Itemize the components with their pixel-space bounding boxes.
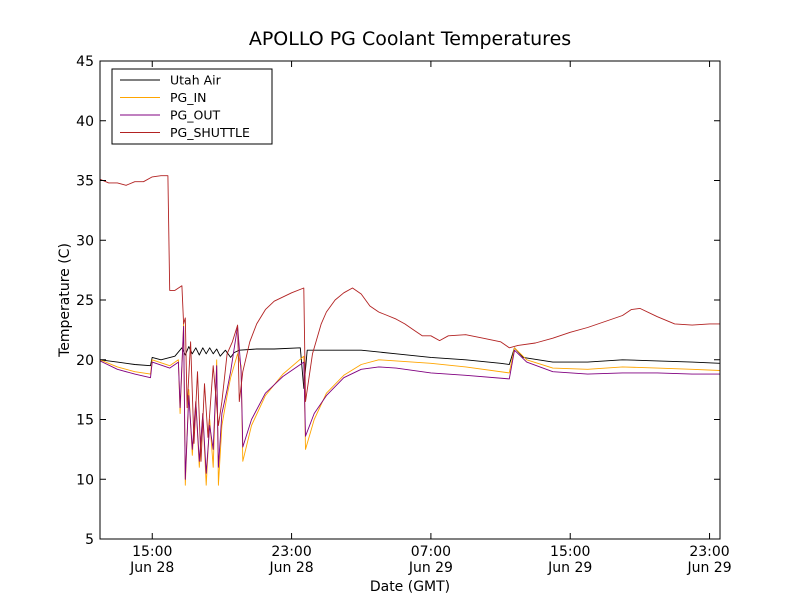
- legend-label: PG_SHUTTLE: [170, 125, 250, 140]
- y-tick-label: 15: [76, 413, 94, 429]
- legend-label: Utah Air: [170, 73, 222, 88]
- y-tick-label: 20: [76, 353, 94, 369]
- x-axis-label: Date (GMT): [370, 579, 450, 595]
- x-tick-date-label: Jun 28: [269, 560, 314, 576]
- y-tick-label: 45: [76, 54, 94, 70]
- y-tick-label: 10: [76, 472, 94, 488]
- y-tick-label: 5: [85, 532, 94, 548]
- x-tick-date-label: Jun 29: [547, 560, 592, 576]
- x-tick-time-label: 07:00: [411, 544, 451, 560]
- x-tick-date-label: Jun 28: [129, 560, 174, 576]
- y-tick-label: 35: [76, 174, 94, 190]
- x-tick-time-label: 15:00: [550, 544, 590, 560]
- series-layer: [100, 175, 720, 486]
- y-tick-label: 30: [76, 233, 94, 249]
- y-axis-label: Temperature (C): [57, 243, 73, 358]
- legend: Utah Air PG_IN PG_OUT PG_SHUTTLE: [111, 68, 273, 145]
- legend-box: [111, 68, 273, 145]
- x-tick-date-label: Jun 29: [408, 560, 453, 576]
- chart-title: APOLLO PG Coolant Temperatures: [249, 28, 571, 50]
- x-tick-date-label: Jun 29: [686, 560, 731, 576]
- y-tick-label: 25: [76, 293, 94, 309]
- series-line-pg-out: [100, 325, 720, 480]
- legend-label: PG_OUT: [170, 108, 220, 123]
- series-line-pg-shuttle: [100, 175, 720, 462]
- legend-label: PG_IN: [170, 90, 207, 105]
- plot-frame: [99, 60, 721, 540]
- y-tick-label: 40: [76, 114, 94, 130]
- x-tick-time-label: 23:00: [689, 544, 729, 560]
- x-tick-time-label: 15:00: [132, 544, 172, 560]
- x-tick-time-label: 23:00: [271, 544, 311, 560]
